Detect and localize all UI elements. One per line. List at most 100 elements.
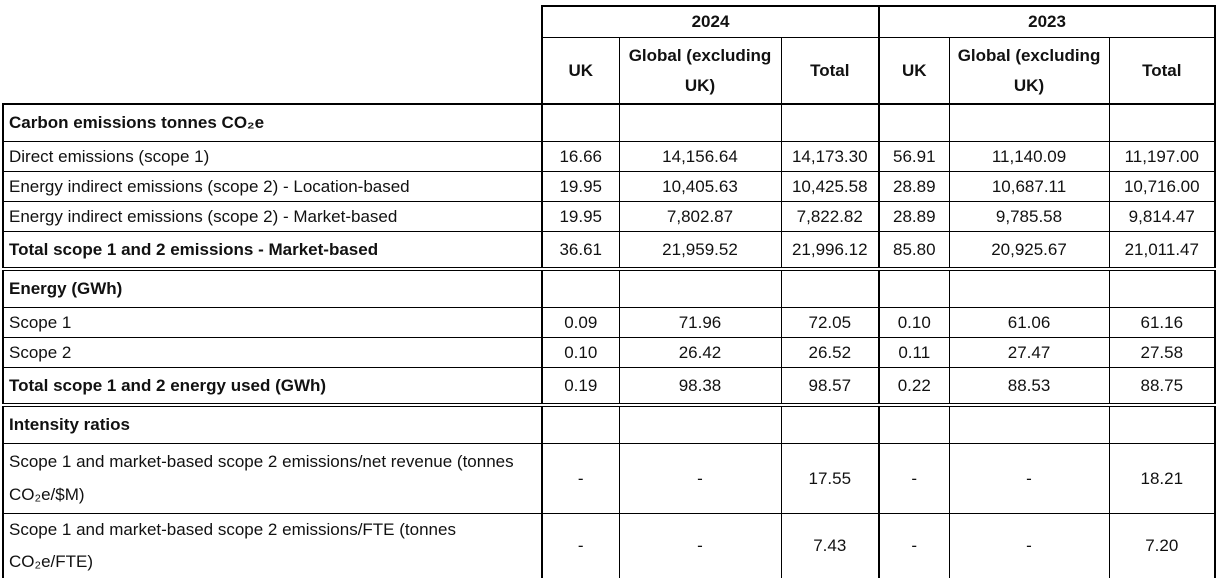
table-cell (618, 404, 782, 444)
year-header-2024: 2024 (540, 5, 880, 38)
table-cell (1108, 404, 1216, 444)
table-cell: 26.42 (618, 337, 782, 368)
table-cell: 7.20 (1108, 513, 1216, 578)
table-cell: 88.75 (1108, 367, 1216, 407)
col-header-total-2023: Total (1108, 37, 1216, 105)
table-row-scope2-location-based: Energy indirect emissions (scope 2) - Lo… (2, 171, 1216, 202)
table-cell: - (948, 513, 1110, 578)
table-row-intensity-net-revenue: Scope 1 and market-based scope 2 emissio… (2, 443, 1216, 514)
table-cell: 61.06 (948, 307, 1110, 338)
table-cell: 61.16 (1108, 307, 1216, 338)
row-label: Energy indirect emissions (scope 2) - Ma… (2, 201, 543, 232)
table-row-intensity-section: Intensity ratios (2, 404, 1216, 444)
year-header-2023: 2023 (878, 5, 1216, 38)
table-cell: 27.47 (948, 337, 1110, 368)
table-cell: 0.22 (878, 367, 950, 407)
table-cell (541, 103, 620, 142)
table-row-energy-scope2: Scope 2 0.10 26.42 26.52 0.11 27.47 27.5… (2, 337, 1216, 368)
row-label: Total scope 1 and 2 energy used (GWh) (2, 367, 543, 407)
table-row-total-energy: Total scope 1 and 2 energy used (GWh) 0.… (2, 367, 1216, 407)
table-cell: 0.10 (878, 307, 950, 338)
table-cell (780, 404, 880, 444)
table-cell: 72.05 (780, 307, 880, 338)
table-cell: 0.11 (878, 337, 950, 368)
table-row-carbon-emissions-section: Carbon emissions tonnes CO₂e (2, 103, 1216, 142)
table-cell: 0.09 (541, 307, 620, 338)
col-header-global-2023: Global (excluding UK) (948, 37, 1110, 105)
table-cell: - (618, 443, 782, 514)
table-row-scope2-market-based: Energy indirect emissions (scope 2) - Ma… (2, 201, 1216, 232)
table-cell: 9,814.47 (1108, 201, 1216, 232)
table-cell: 21,996.12 (780, 231, 880, 271)
section-label-intensity-ratios: Intensity ratios (2, 404, 543, 444)
table-cell (541, 268, 620, 308)
table-cell: 0.10 (541, 337, 620, 368)
table-cell: 10,405.63 (618, 171, 782, 202)
section-label-carbon-emissions: Carbon emissions tonnes CO₂e (2, 103, 543, 142)
table-cell (878, 404, 950, 444)
table-cell: - (541, 443, 620, 514)
table-cell: 27.58 (1108, 337, 1216, 368)
table-cell (878, 268, 950, 308)
table-cell: 21,011.47 (1108, 231, 1216, 271)
table-cell: - (948, 443, 1110, 514)
table-cell (618, 103, 782, 142)
table-cell: 28.89 (878, 201, 950, 232)
section-label-energy: Energy (GWh) (2, 268, 543, 308)
table-cell (1108, 103, 1216, 142)
table-cell: 21,959.52 (618, 231, 782, 271)
table-cell: - (618, 513, 782, 578)
table-cell: 26.52 (780, 337, 880, 368)
col-header-uk-2023: UK (878, 37, 950, 105)
row-label: Energy indirect emissions (scope 2) - Lo… (2, 171, 543, 202)
table-cell: 14,173.30 (780, 141, 880, 172)
row-label: Total scope 1 and 2 emissions - Market-b… (2, 231, 543, 271)
table-cell: 11,197.00 (1108, 141, 1216, 172)
table-cell: 10,716.00 (1108, 171, 1216, 202)
table-cell: 36.61 (541, 231, 620, 271)
table-cell: 17.55 (780, 443, 880, 514)
table-cell (780, 268, 880, 308)
table-cell: 7.43 (780, 513, 880, 578)
row-label: Direct emissions (scope 1) (2, 141, 543, 172)
col-header-global-2024: Global (excluding UK) (618, 37, 782, 105)
corner-spacer (3, 6, 542, 104)
table-row-intensity-fte: Scope 1 and market-based scope 2 emissio… (2, 513, 1216, 578)
col-header-total-2024: Total (780, 37, 880, 105)
table-cell: 18.21 (1108, 443, 1216, 514)
col-header-uk-2024: UK (541, 37, 620, 105)
row-label: Scope 1 and market-based scope 2 emissio… (2, 443, 543, 514)
emissions-table: 2024 2023 UK Global (excluding UK) Total… (2, 5, 1216, 578)
table-cell: 16.66 (541, 141, 620, 172)
table-row-years: 2024 2023 (3, 5, 1216, 38)
table-cell: 20,925.67 (948, 231, 1110, 271)
table-cell: 14,156.64 (618, 141, 782, 172)
table-cell: 28.89 (878, 171, 950, 202)
table-cell: 98.57 (780, 367, 880, 407)
table-cell: 11,140.09 (948, 141, 1110, 172)
table-row-column-headers: UK Global (excluding UK) Total UK Global… (3, 37, 1216, 105)
table-row-direct-emissions: Direct emissions (scope 1) 16.66 14,156.… (2, 141, 1216, 172)
table-cell: 56.91 (878, 141, 950, 172)
table-cell: 9,785.58 (948, 201, 1110, 232)
table-cell: 7,802.87 (618, 201, 782, 232)
table-cell: 19.95 (541, 171, 620, 202)
table-row-energy-scope1: Scope 1 0.09 71.96 72.05 0.10 61.06 61.1… (2, 307, 1216, 338)
row-label: Scope 1 (2, 307, 543, 338)
table-cell: 98.38 (618, 367, 782, 407)
table-cell (878, 103, 950, 142)
table-cell (948, 103, 1110, 142)
table-cell (618, 268, 782, 308)
table-cell (948, 404, 1110, 444)
table-cell (948, 268, 1110, 308)
table-cell: 88.53 (948, 367, 1110, 407)
table-cell: 0.19 (541, 367, 620, 407)
row-label: Scope 1 and market-based scope 2 emissio… (2, 513, 543, 578)
table-cell (1108, 268, 1216, 308)
table-cell: 19.95 (541, 201, 620, 232)
table-cell (541, 404, 620, 444)
table-cell: - (878, 443, 950, 514)
table-row-total-emissions: Total scope 1 and 2 emissions - Market-b… (2, 231, 1216, 271)
row-label: Scope 2 (2, 337, 543, 368)
table-cell: 10,425.58 (780, 171, 880, 202)
